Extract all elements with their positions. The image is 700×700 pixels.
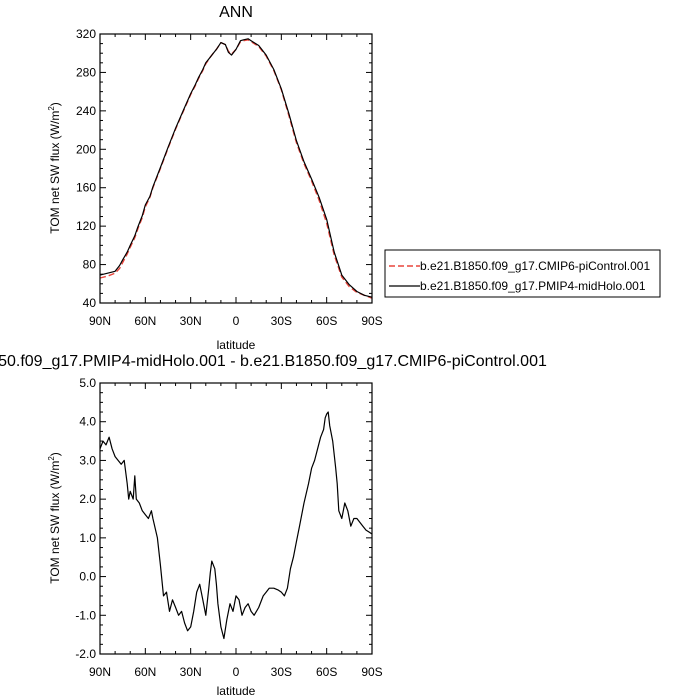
top-x-tick-label: 60S bbox=[316, 314, 337, 328]
top-y-tick-label: 320 bbox=[76, 27, 96, 41]
legend: b.e21.B1850.f09_g17.CMIP6-piControl.001 … bbox=[384, 249, 661, 298]
bottom-y-tick-label: 3.0 bbox=[79, 453, 96, 467]
top-x-tick-label: 90N bbox=[89, 314, 111, 328]
bottom-y-tick-label: 1.0 bbox=[79, 531, 96, 545]
legend-label-picontrol: b.e21.B1850.f09_g17.CMIP6-piControl.001 bbox=[420, 259, 650, 273]
bottom-y-tick-label: 4.0 bbox=[79, 415, 96, 429]
top-panel: ANN 90N 60N 30N 0 30S 60S 90S 40 80 120 160 200 240 2… bbox=[47, 4, 661, 352]
bottom-y-tick-label: -1.0 bbox=[75, 608, 96, 622]
bottom-y-tick-label: 5.0 bbox=[79, 376, 96, 390]
top-y-axis-label-superscript: 2 bbox=[47, 106, 56, 111]
bottom-panel: b.e21.B1850.f09_g17.PMIP4-midHolo.001 - … bbox=[0, 353, 547, 698]
top-y-tick-label: 120 bbox=[76, 219, 96, 233]
bottom-y-axis-label-superscript: 2 bbox=[47, 456, 56, 461]
legend-label-midholo: b.e21.B1850.f09_g17.PMIP4-midHolo.001 bbox=[420, 279, 646, 293]
top-y-tick-label: 40 bbox=[83, 296, 97, 310]
bottom-series-line-0 bbox=[99, 411, 373, 640]
top-y-axis-label-main: TOM net SW flux (W/m bbox=[48, 111, 62, 234]
top-y-tick-label: 200 bbox=[76, 142, 96, 156]
top-series-line-1 bbox=[99, 38, 373, 298]
bottom-y-axis-label-end: ) bbox=[48, 452, 62, 456]
bottom-plot-area: 90N 60N 30N 0 30S 60S 90S -2.0 -1.0 0.0 1.0 2.0 3.0 4… bbox=[75, 376, 382, 679]
top-y-axis-label: TOM net SW flux (W/m2) bbox=[47, 102, 62, 234]
top-y-tick-label: 280 bbox=[76, 65, 96, 79]
top-series-line-0 bbox=[99, 39, 373, 299]
bottom-y-axis-label: TOM net SW flux (W/m2) bbox=[47, 452, 62, 584]
bottom-chart-title: b.e21.B1850.f09_g17.PMIP4-midHolo.001 - … bbox=[0, 353, 547, 370]
top-y-tick-label: 240 bbox=[76, 104, 96, 118]
top-x-tick-label: 0 bbox=[233, 314, 240, 328]
bottom-x-tick-label: 60S bbox=[316, 665, 337, 679]
legend-box bbox=[384, 249, 661, 298]
bottom-x-tick-label: 0 bbox=[233, 665, 240, 679]
top-plot-frame bbox=[99, 33, 373, 304]
top-x-axis-label: latitude bbox=[217, 338, 256, 352]
bottom-x-tick-label: 30N bbox=[180, 665, 202, 679]
top-chart-title: ANN bbox=[219, 4, 253, 21]
bottom-y-axis-label-main: TOM net SW flux (W/m bbox=[48, 461, 62, 584]
bottom-plot-frame bbox=[99, 382, 373, 655]
bottom-y-tick-label: 0.0 bbox=[79, 570, 96, 584]
top-y-axis-label-end: ) bbox=[48, 102, 62, 106]
top-y-tick-label: 80 bbox=[83, 258, 97, 272]
bottom-x-tick-label: 60N bbox=[134, 665, 156, 679]
bottom-y-tick-label: -2.0 bbox=[75, 647, 96, 661]
top-y-tick-label: 160 bbox=[76, 181, 96, 195]
bottom-x-tick-label: 90N bbox=[89, 665, 111, 679]
bottom-y-tick-label: 2.0 bbox=[79, 492, 96, 506]
bottom-x-tick-label: 30S bbox=[271, 665, 292, 679]
top-x-tick-label: 90S bbox=[361, 314, 382, 328]
top-x-tick-label: 30S bbox=[271, 314, 292, 328]
bottom-x-tick-label: 90S bbox=[361, 665, 382, 679]
top-plot-area: 90N 60N 30N 0 30S 60S 90S 40 80 120 160 200 240 280 32… bbox=[76, 27, 383, 328]
top-x-tick-label: 30N bbox=[180, 314, 202, 328]
top-x-tick-label: 60N bbox=[134, 314, 156, 328]
bottom-x-axis-label: latitude bbox=[217, 684, 256, 698]
